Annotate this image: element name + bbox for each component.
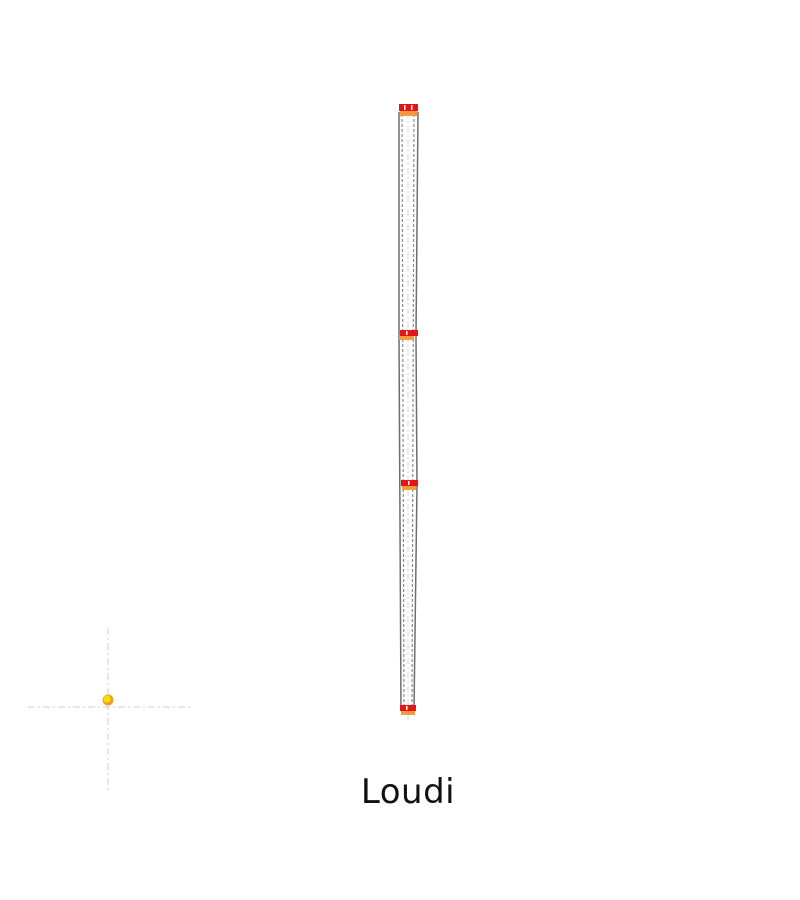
station-marker-icon[interactable] — [399, 104, 418, 116]
station-marker-bottom-mark — [406, 706, 408, 710]
station-marker-top-orange — [400, 110, 417, 116]
station-marker-bottom-orange — [401, 710, 415, 715]
station-marker-icon[interactable] — [399, 330, 418, 340]
station-marker-upper-orange — [399, 335, 414, 340]
crosshair-guide — [28, 628, 190, 790]
route-inner-dash-b — [411, 113, 415, 709]
location-pin-core — [103, 695, 111, 703]
station-marker-middle-orange — [402, 485, 416, 490]
station-marker-icon[interactable] — [400, 705, 416, 715]
route-outline-left-lower — [398, 335, 402, 711]
station-marker-top-mark — [404, 105, 406, 110]
route-inner-dash-a — [401, 113, 405, 709]
city-label: Loudi — [360, 772, 456, 812]
station-marker-upper-red — [400, 330, 418, 336]
station-marker-top-red — [399, 104, 418, 111]
route-outline-right-middle — [415, 335, 418, 486]
route-line[interactable] — [398, 111, 419, 722]
station-marker-top-mark-2 — [411, 105, 413, 110]
location-pin-icon[interactable] — [102, 694, 114, 706]
station-marker-upper-mark — [406, 331, 408, 335]
station-marker-bottom-red — [400, 705, 416, 711]
route-outline-right-upper — [415, 111, 419, 337]
station-marker-icon[interactable] — [401, 480, 418, 490]
station-marker-middle-mark — [408, 481, 410, 485]
route-outline-right-lower — [413, 484, 418, 711]
